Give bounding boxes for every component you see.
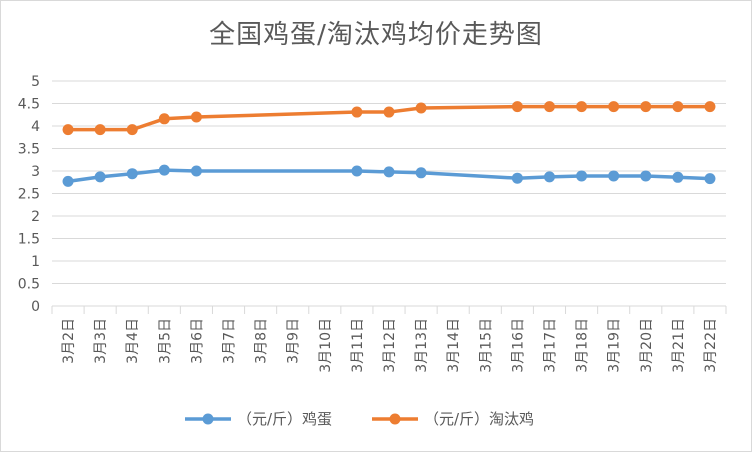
legend-marker bbox=[202, 413, 214, 425]
y-tick-label: 4 bbox=[31, 119, 40, 135]
data-point bbox=[704, 173, 716, 185]
x-tick-label: 3月15日 bbox=[478, 318, 494, 373]
x-tick-label: 3月13日 bbox=[414, 318, 430, 373]
x-tick-label: 3月20日 bbox=[639, 318, 655, 373]
data-point bbox=[640, 170, 652, 182]
data-point bbox=[608, 101, 620, 113]
data-point bbox=[543, 101, 555, 113]
data-point bbox=[126, 124, 138, 136]
x-tick-label: 3月12日 bbox=[382, 318, 398, 373]
data-point bbox=[190, 165, 202, 177]
y-tick-label: 3 bbox=[31, 164, 40, 180]
legend-label: （元/斤）淘汰鸡 bbox=[424, 410, 534, 428]
data-point bbox=[62, 175, 74, 187]
x-tick-label: 3月21日 bbox=[671, 318, 687, 373]
chart-title: 全国鸡蛋/淘汰鸡均价走势图 bbox=[209, 20, 543, 50]
data-point bbox=[576, 170, 588, 182]
series-lines bbox=[62, 101, 716, 187]
data-point bbox=[94, 171, 106, 183]
y-tick-label: 0 bbox=[31, 299, 40, 315]
data-point bbox=[543, 171, 555, 183]
data-point bbox=[576, 101, 588, 113]
x-axis: 3月2日 3月3日 3月4日 3月5日 3月6日 3月7日 3月8日 3月9日 3月10日 3月1… bbox=[51, 306, 727, 373]
x-tick-label: 3月19日 bbox=[607, 318, 623, 373]
legend-marker bbox=[389, 413, 401, 425]
y-tick-label: 4.5 bbox=[18, 97, 40, 113]
x-tick-label: 3月9日 bbox=[286, 318, 302, 364]
y-tick-label: 1.5 bbox=[18, 232, 40, 248]
x-tick-label: 3月14日 bbox=[446, 318, 462, 373]
x-tick-label: 3月11日 bbox=[350, 318, 366, 373]
data-point bbox=[158, 113, 170, 125]
x-tick-label: 3月7日 bbox=[222, 318, 238, 364]
x-tick-label: 3月10日 bbox=[318, 318, 334, 373]
y-axis-ticks: 0 0.5 1 1.5 2 2.5 3 3.5 4 4.5 5 bbox=[18, 74, 40, 315]
data-point bbox=[511, 172, 523, 184]
data-point bbox=[190, 111, 202, 123]
x-tick-label: 3月4日 bbox=[125, 318, 141, 364]
x-tick-label: 3月5日 bbox=[157, 318, 173, 364]
x-tick-label: 3月3日 bbox=[93, 318, 109, 364]
y-tick-label: 2.5 bbox=[18, 187, 40, 203]
data-point bbox=[415, 102, 427, 114]
data-point bbox=[62, 124, 74, 136]
x-tick-label: 3月16日 bbox=[510, 318, 526, 373]
legend: （元/斤）鸡蛋 （元/斤）淘汰鸡 bbox=[185, 410, 534, 428]
data-point bbox=[704, 101, 716, 113]
data-point bbox=[383, 106, 395, 118]
data-point bbox=[126, 168, 138, 180]
y-tick-label: 5 bbox=[31, 74, 40, 90]
data-point bbox=[158, 164, 170, 176]
x-tick-label: 3月6日 bbox=[189, 318, 205, 364]
data-point bbox=[511, 101, 523, 113]
y-tick-label: 2 bbox=[31, 209, 40, 225]
y-tick-label: 3.5 bbox=[18, 142, 40, 158]
data-point bbox=[640, 101, 652, 113]
x-tick-label: 3月2日 bbox=[61, 318, 77, 364]
x-tick-label: 3月8日 bbox=[254, 318, 270, 364]
data-point bbox=[351, 165, 363, 177]
y-tick-label: 0.5 bbox=[18, 277, 40, 293]
data-point bbox=[415, 167, 427, 179]
x-tick-label: 3月22日 bbox=[703, 318, 719, 373]
y-tick-label: 1 bbox=[31, 254, 40, 270]
data-point bbox=[672, 101, 684, 113]
data-point bbox=[94, 124, 106, 136]
data-point bbox=[351, 106, 363, 118]
data-point bbox=[383, 166, 395, 178]
data-point bbox=[608, 170, 620, 182]
x-tick-label: 3月17日 bbox=[542, 318, 558, 373]
data-point bbox=[672, 171, 684, 183]
legend-label: （元/斤）鸡蛋 bbox=[237, 410, 332, 428]
x-tick-label: 3月18日 bbox=[575, 318, 591, 373]
